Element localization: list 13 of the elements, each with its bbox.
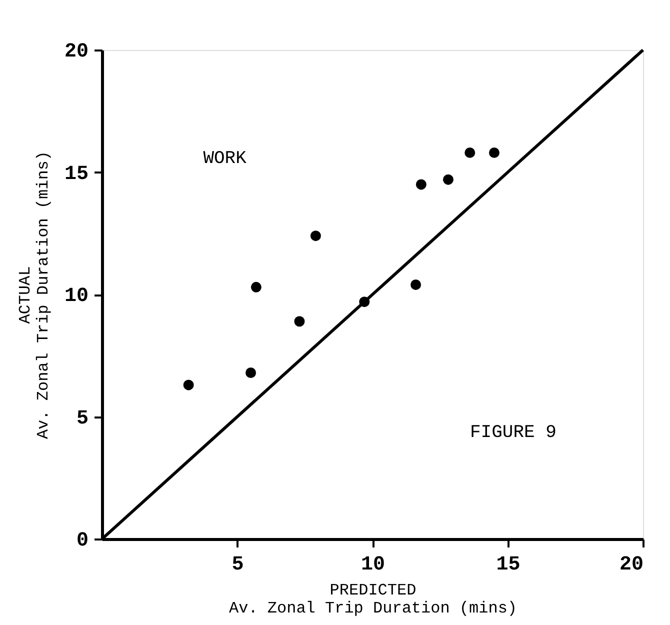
y-axis-title: ACTUAL Av. Zonal Trip Duration (mins)	[16, 150, 52, 440]
x-tick-label: 10	[360, 554, 386, 576]
y-tick-label: 15	[64, 162, 88, 186]
x-tick-label: 5	[232, 554, 244, 576]
x-tick-label: 15	[496, 554, 520, 576]
y-tick-label: 10	[64, 285, 88, 308]
annotation: WORK	[203, 148, 247, 169]
y-tick-label: 20	[64, 40, 88, 64]
annotation: FIGURE 9	[470, 423, 556, 444]
y-tick-label: 5	[76, 407, 88, 430]
y-tick-label: 0	[76, 530, 88, 552]
x-axis-title: PREDICTED Av. Zonal Trip Duration (mins)	[228, 582, 518, 618]
x-tick-label: 20	[619, 554, 644, 576]
